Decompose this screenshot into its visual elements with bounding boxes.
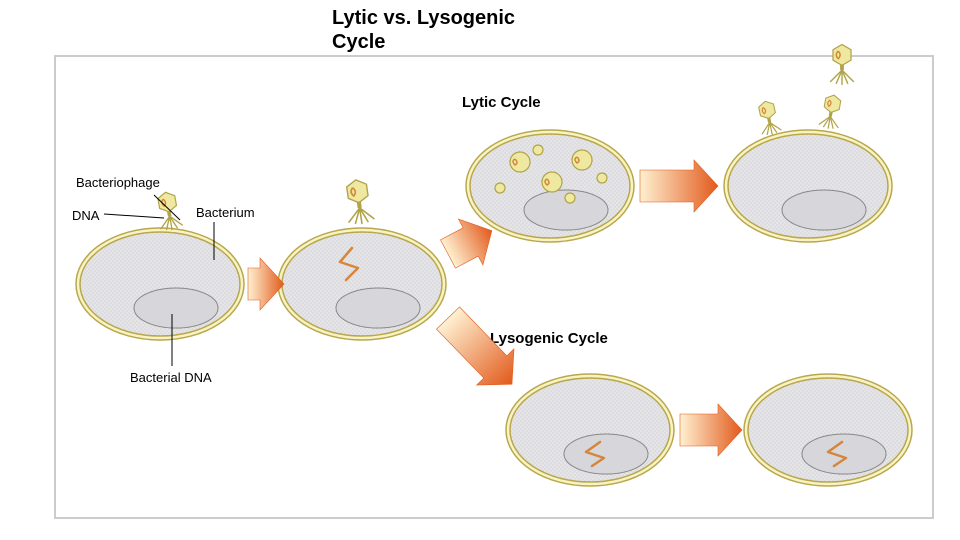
bacterium-label: Bacterium xyxy=(196,205,255,220)
diagram-stage: Lytic vs. Lysogenic Cycle Lytic Cycle Ly… xyxy=(0,0,960,540)
diagram-frame xyxy=(54,55,934,519)
page-title: Lytic vs. Lysogenic Cycle xyxy=(332,6,552,54)
lytic-cycle-title: Lytic Cycle xyxy=(462,94,541,111)
lysogenic-cycle-title: Lysogenic Cycle xyxy=(490,330,608,347)
bacterial-dna-label: Bacterial DNA xyxy=(130,370,212,385)
dna-label: DNA xyxy=(72,208,99,223)
bacteriophage-label: Bacteriophage xyxy=(76,175,160,190)
